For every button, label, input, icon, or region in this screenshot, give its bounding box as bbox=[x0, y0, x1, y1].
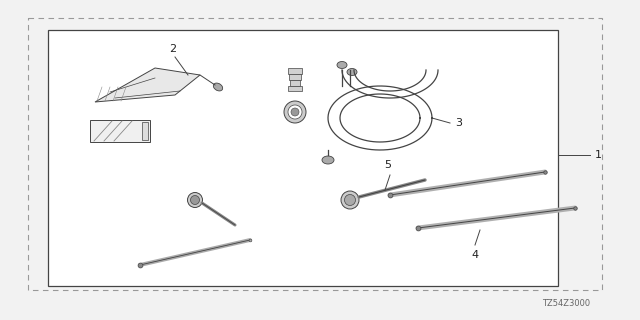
Ellipse shape bbox=[341, 191, 359, 209]
Ellipse shape bbox=[288, 105, 302, 119]
Polygon shape bbox=[288, 68, 302, 74]
Ellipse shape bbox=[291, 108, 299, 116]
Text: 5: 5 bbox=[385, 160, 392, 170]
Polygon shape bbox=[290, 80, 300, 86]
Text: 4: 4 bbox=[472, 250, 479, 260]
Polygon shape bbox=[48, 30, 558, 286]
Polygon shape bbox=[288, 86, 302, 91]
Text: 3: 3 bbox=[455, 118, 462, 128]
Ellipse shape bbox=[213, 83, 223, 91]
Polygon shape bbox=[142, 122, 148, 140]
Text: 2: 2 bbox=[170, 44, 177, 54]
Ellipse shape bbox=[344, 195, 355, 205]
Text: 1: 1 bbox=[595, 150, 602, 160]
Ellipse shape bbox=[347, 68, 357, 76]
Ellipse shape bbox=[191, 196, 200, 204]
Ellipse shape bbox=[188, 193, 202, 207]
Polygon shape bbox=[289, 74, 301, 80]
Ellipse shape bbox=[337, 61, 347, 68]
Ellipse shape bbox=[284, 101, 306, 123]
Polygon shape bbox=[95, 68, 200, 102]
Text: TZ54Z3000: TZ54Z3000 bbox=[542, 299, 590, 308]
Ellipse shape bbox=[322, 156, 334, 164]
Polygon shape bbox=[90, 120, 150, 142]
